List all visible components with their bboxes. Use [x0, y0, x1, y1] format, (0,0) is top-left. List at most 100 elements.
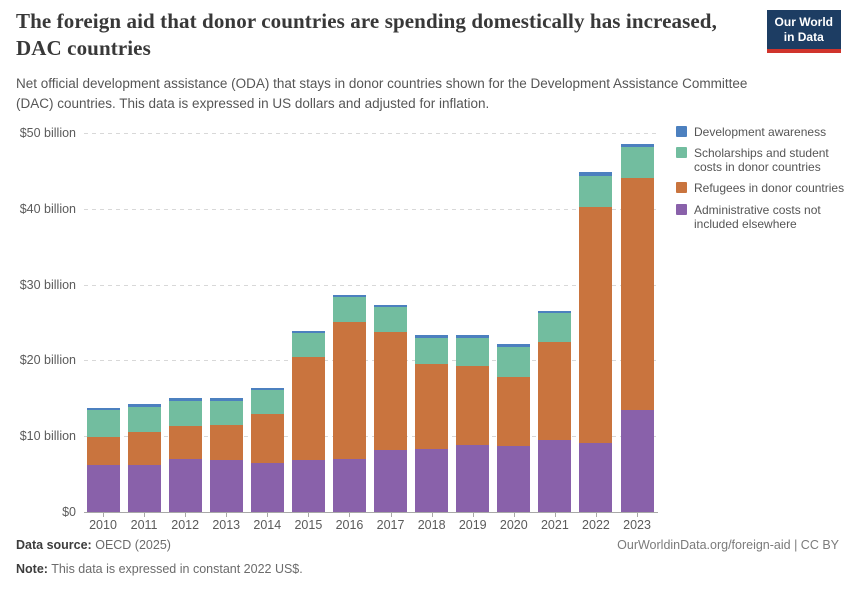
- x-axis-tick: [472, 513, 474, 517]
- y-axis-tick-label: $10 billion: [19, 429, 76, 444]
- x-axis-tick-label: 2022: [582, 518, 610, 532]
- bar-2014-refugees[interactable]: [250, 414, 284, 463]
- bar-2016-scholarships[interactable]: [332, 297, 366, 322]
- bar-2023-awareness[interactable]: [620, 143, 654, 148]
- bar-2020-awareness[interactable]: [497, 344, 531, 347]
- bar-2011-awareness[interactable]: [127, 404, 161, 407]
- x-axis-tick-label: 2018: [417, 518, 446, 532]
- note-line: Note: This data is expressed in constant…: [16, 562, 303, 576]
- bar-2010-awareness[interactable]: [86, 408, 120, 411]
- x-axis-tick: [513, 513, 515, 517]
- bar-2017-scholarships[interactable]: [374, 307, 408, 333]
- x-axis-tick-label: 2014: [253, 518, 282, 532]
- x-axis-tick-label: 2015: [294, 518, 323, 532]
- legend-swatch-icon: [676, 126, 687, 137]
- x-axis-tick-label: 2012: [171, 518, 200, 532]
- x-axis-tick: [349, 513, 351, 517]
- legend-swatch-icon: [676, 203, 687, 215]
- legend-label: Scholarships and student costs in donor …: [694, 146, 829, 175]
- bar-2023-admin[interactable]: [620, 410, 654, 512]
- x-axis-tick-label: 2013: [212, 518, 241, 532]
- bar-2012-refugees[interactable]: [168, 425, 202, 459]
- bar-2010-scholarships[interactable]: [86, 410, 120, 437]
- bar-2012-awareness[interactable]: [168, 398, 202, 401]
- x-axis-tick-label: 2010: [89, 518, 117, 532]
- legend-label: Administrative costs not included elsewh…: [694, 202, 821, 231]
- bar-2017-refugees[interactable]: [374, 332, 408, 450]
- x-axis-tick-label: 2020: [499, 518, 528, 532]
- bar-2020-scholarships[interactable]: [497, 346, 531, 378]
- bar-2016-awareness[interactable]: [332, 295, 366, 298]
- bar-2021-refugees[interactable]: [538, 342, 572, 440]
- x-axis-tick: [431, 513, 433, 517]
- logo-line2: in Data: [783, 30, 824, 44]
- bar-2010-admin[interactable]: [86, 465, 120, 512]
- logo-line1: Our World: [774, 15, 833, 29]
- bar-2014-scholarships[interactable]: [250, 389, 284, 415]
- bar-2014-awareness[interactable]: [250, 387, 284, 390]
- y-axis-tick-label: $20 billion: [19, 353, 76, 368]
- gridline-20: [84, 360, 658, 362]
- legend-item: Administrative costs not included elsewh…: [676, 203, 846, 231]
- bar-2012-admin[interactable]: [168, 458, 202, 512]
- x-axis-tick: [637, 513, 639, 517]
- bar-2014-admin[interactable]: [250, 462, 284, 512]
- bar-2016-refugees[interactable]: [332, 321, 366, 459]
- bar-2023-refugees[interactable]: [620, 177, 654, 411]
- note-value: This data is expressed in constant 2022 …: [51, 562, 303, 576]
- bar-2022-refugees[interactable]: [579, 207, 613, 444]
- legend-item: Development awareness: [676, 125, 846, 139]
- bar-2020-refugees[interactable]: [497, 377, 531, 447]
- bar-2021-scholarships[interactable]: [538, 313, 572, 343]
- bar-2020-admin[interactable]: [497, 446, 531, 512]
- data-source-label: Data source:: [16, 538, 92, 552]
- bar-2017-admin[interactable]: [374, 449, 408, 512]
- bar-2015-scholarships[interactable]: [291, 333, 325, 358]
- bar-2021-awareness[interactable]: [538, 311, 572, 314]
- bar-2019-admin[interactable]: [456, 444, 490, 512]
- bar-2021-admin[interactable]: [538, 439, 572, 512]
- chart-title: The foreign aid that donor countries are…: [16, 9, 717, 60]
- bar-2018-scholarships[interactable]: [415, 337, 449, 365]
- legend-label: Refugees in donor countries: [694, 181, 845, 196]
- bar-2015-admin[interactable]: [291, 459, 325, 512]
- bar-2011-admin[interactable]: [127, 465, 161, 512]
- y-axis-tick-label: $30 billion: [19, 277, 76, 292]
- legend-label: Development awareness: [694, 125, 827, 139]
- bar-2018-admin[interactable]: [415, 449, 449, 512]
- gridline-50: [84, 133, 658, 134]
- bar-2022-scholarships[interactable]: [579, 176, 613, 208]
- bar-2011-scholarships[interactable]: [127, 406, 161, 433]
- bar-2019-awareness[interactable]: [456, 335, 490, 338]
- x-axis-tick: [226, 513, 228, 517]
- bar-2023-scholarships[interactable]: [620, 147, 654, 178]
- x-axis-tick-label: 2019: [458, 518, 487, 532]
- x-axis-tick-label: 2016: [335, 518, 364, 532]
- data-source-line: Data source: OECD (2025): [16, 538, 171, 552]
- x-axis-tick: [185, 513, 187, 517]
- x-axis-tick-label: 2017: [376, 518, 405, 532]
- bar-2019-refugees[interactable]: [456, 365, 490, 445]
- bar-2015-awareness[interactable]: [291, 330, 325, 334]
- bar-2012-scholarships[interactable]: [168, 400, 202, 426]
- bar-2013-scholarships[interactable]: [209, 400, 243, 425]
- data-source-value: OECD (2025): [95, 538, 171, 552]
- bar-2010-refugees[interactable]: [86, 436, 120, 465]
- bar-2018-awareness[interactable]: [415, 335, 449, 338]
- x-axis-tick-label: 2021: [540, 518, 569, 532]
- bar-2016-admin[interactable]: [332, 458, 366, 512]
- bar-2022-awareness[interactable]: [579, 172, 613, 177]
- x-axis-tick: [595, 513, 597, 517]
- bar-2013-awareness[interactable]: [209, 398, 243, 401]
- bar-2022-admin[interactable]: [579, 443, 613, 512]
- bar-2019-scholarships[interactable]: [456, 337, 490, 366]
- bar-2018-refugees[interactable]: [415, 364, 449, 450]
- y-axis-tick-label: $0: [62, 505, 76, 519]
- bar-2017-awareness[interactable]: [374, 305, 408, 308]
- x-axis-line: [84, 512, 658, 513]
- bar-2011-refugees[interactable]: [127, 432, 161, 465]
- bar-2013-admin[interactable]: [209, 460, 243, 512]
- gridline-10: [84, 436, 658, 438]
- bar-2015-refugees[interactable]: [291, 357, 325, 460]
- bar-2013-refugees[interactable]: [209, 424, 243, 461]
